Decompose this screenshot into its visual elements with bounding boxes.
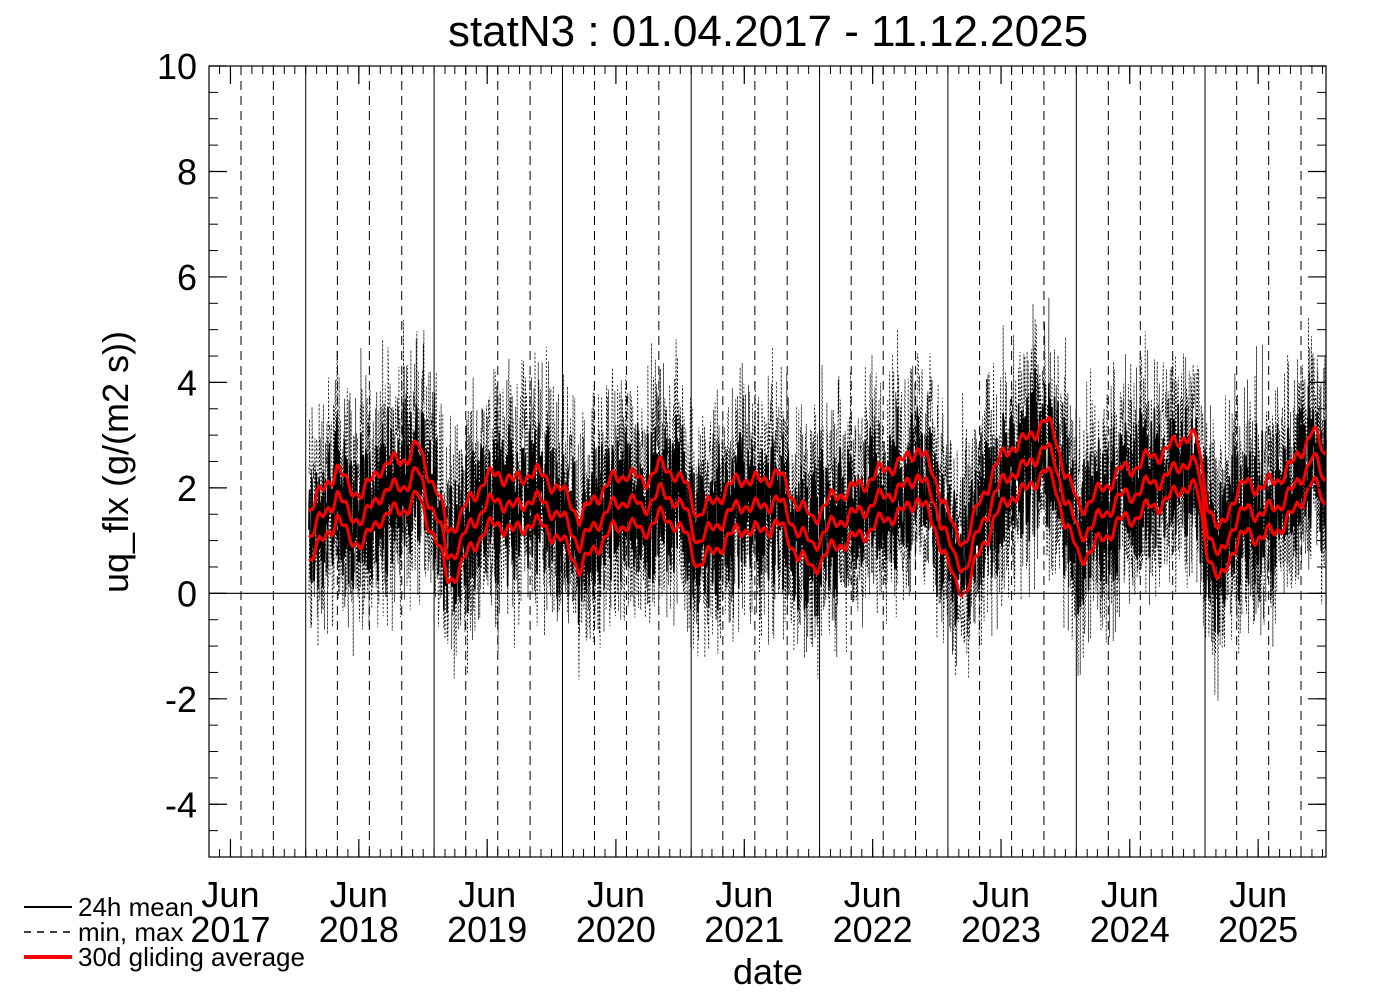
x-tick-year: 2021 — [704, 909, 784, 950]
y-tick-label: -4 — [165, 784, 197, 825]
series-layer — [308, 297, 1327, 701]
x-tick-month: Jun — [715, 874, 773, 915]
x-tick-month: Jun — [330, 874, 388, 915]
x-tick-month: Jun — [1101, 874, 1159, 915]
x-tick-month: Jun — [844, 874, 902, 915]
x-tick-month: Jun — [201, 874, 259, 915]
y-axis-label: uq_flx (g/(m2 s)) — [95, 331, 136, 593]
x-axis-ticks: Jun2017Jun2018Jun2019Jun2020Jun2021Jun20… — [190, 66, 1323, 950]
chart-title: statN3 : 01.04.2017 - 11.12.2025 — [448, 7, 1088, 56]
y-tick-label: 6 — [177, 257, 197, 298]
y-tick-label: 0 — [177, 573, 197, 614]
plot-frame — [208, 65, 1327, 858]
series-gliding-average-line — [308, 465, 1327, 598]
legend-label-24h-mean: 24h mean — [78, 892, 194, 922]
x-tick-year: 2018 — [319, 909, 399, 950]
y-tick-label: 8 — [177, 151, 197, 192]
x-tick-year: 2024 — [1090, 909, 1170, 950]
legend: 24h mean min, max 30d gliding average — [24, 892, 305, 972]
x-tick-year: 2025 — [1218, 909, 1298, 950]
x-tick-month: Jun — [458, 874, 516, 915]
x-tick-year: 2019 — [447, 909, 527, 950]
x-tick-year: 2017 — [190, 909, 270, 950]
y-axis-ticks: -4 -2 0 2 4 6 8 10 — [157, 46, 1326, 825]
gliding-average-layer — [307, 415, 1327, 598]
series-gliding-average-line — [307, 442, 1327, 574]
x-axis-label: date — [733, 951, 803, 992]
y-tick-label: 4 — [177, 362, 197, 403]
x-tick-month: Jun — [1229, 874, 1287, 915]
series-gliding-average-line — [308, 415, 1327, 548]
x-tick-month: Jun — [587, 874, 645, 915]
legend-label-gliding-average: 30d gliding average — [78, 942, 305, 972]
series-24h-mean-line — [308, 369, 1327, 635]
y-tick-label: 10 — [157, 46, 197, 87]
legend-label-min-max: min, max — [78, 917, 183, 947]
y-tick-label: 2 — [177, 468, 197, 509]
x-tick-year: 2023 — [961, 909, 1041, 950]
x-tick-month: Jun — [972, 874, 1030, 915]
y-tick-label: -2 — [165, 679, 197, 720]
x-tick-year: 2022 — [833, 909, 913, 950]
x-tick-year: 2020 — [576, 909, 656, 950]
